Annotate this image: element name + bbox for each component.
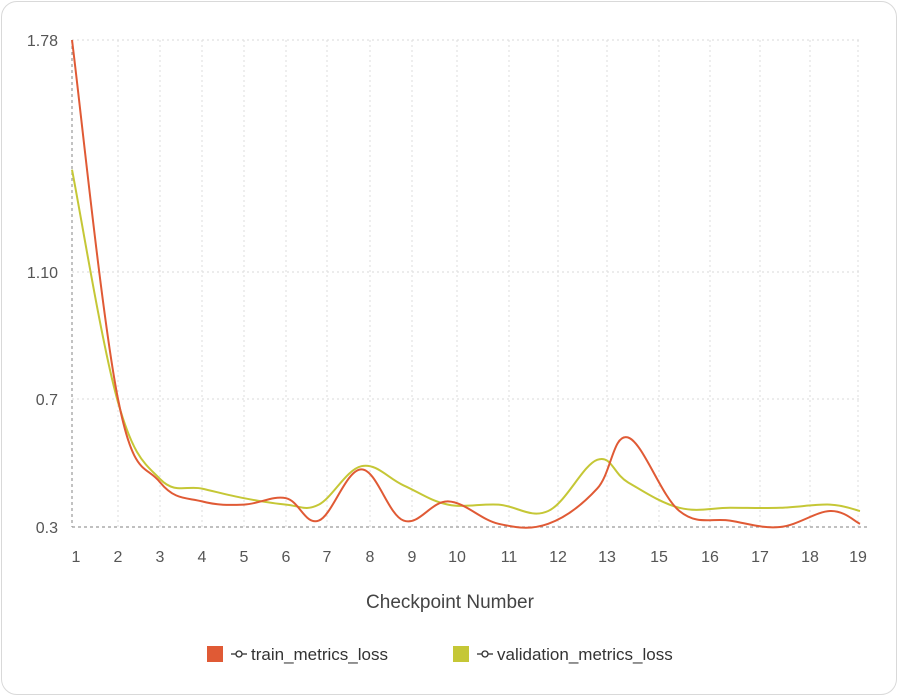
x-tick-label: 7	[323, 549, 332, 566]
x-tick-label: 17	[751, 549, 769, 566]
y-tick-label: 0.7	[36, 392, 58, 409]
x-tick-label: 19	[849, 549, 867, 566]
y-tick-label: 0.3	[36, 520, 58, 537]
grid	[72, 39, 860, 527]
series-lines	[71, 39, 861, 529]
legend-swatch	[453, 646, 469, 662]
x-tick-label: 15	[650, 549, 668, 566]
legend: train_metrics_loss validation_metrics_los…	[207, 645, 673, 664]
x-tick-label: 9	[408, 549, 417, 566]
y-tick-label: 1.78	[27, 33, 58, 50]
series-line-train_metrics_loss	[71, 39, 861, 529]
x-tick-label: 1	[72, 549, 81, 566]
legend-swatch	[207, 646, 223, 662]
x-tick-label: 12	[549, 549, 567, 566]
axes	[71, 40, 868, 528]
y-tick-label: 1.10	[27, 265, 58, 282]
x-tick-label: 16	[701, 549, 719, 566]
legend-marker-icon	[481, 650, 489, 658]
x-axis-title: Checkpoint Number	[366, 592, 535, 613]
legend-label: train_metrics_loss	[251, 645, 388, 664]
x-tick-label: 2	[114, 549, 123, 566]
x-tick-label: 13	[598, 549, 616, 566]
legend-marker-icon	[235, 650, 243, 658]
x-axis-ticks: 1 2 3 4 5 6 7 8 9 10 11 12 13 15 16 17 18 19	[72, 549, 867, 566]
x-tick-label: 8	[366, 549, 375, 566]
legend-label: validation_metrics_loss	[497, 645, 673, 664]
series-line-validation_metrics_loss	[71, 169, 861, 515]
x-tick-label: 18	[801, 549, 819, 566]
x-tick-label: 3	[156, 549, 165, 566]
x-tick-label: 10	[448, 549, 466, 566]
x-tick-label: 4	[198, 549, 207, 566]
x-tick-label: 5	[240, 549, 249, 566]
x-tick-label: 11	[501, 549, 518, 566]
x-tick-label: 6	[282, 549, 291, 566]
y-axis-ticks: 0.3 0.7 1.10 1.78	[27, 33, 58, 537]
